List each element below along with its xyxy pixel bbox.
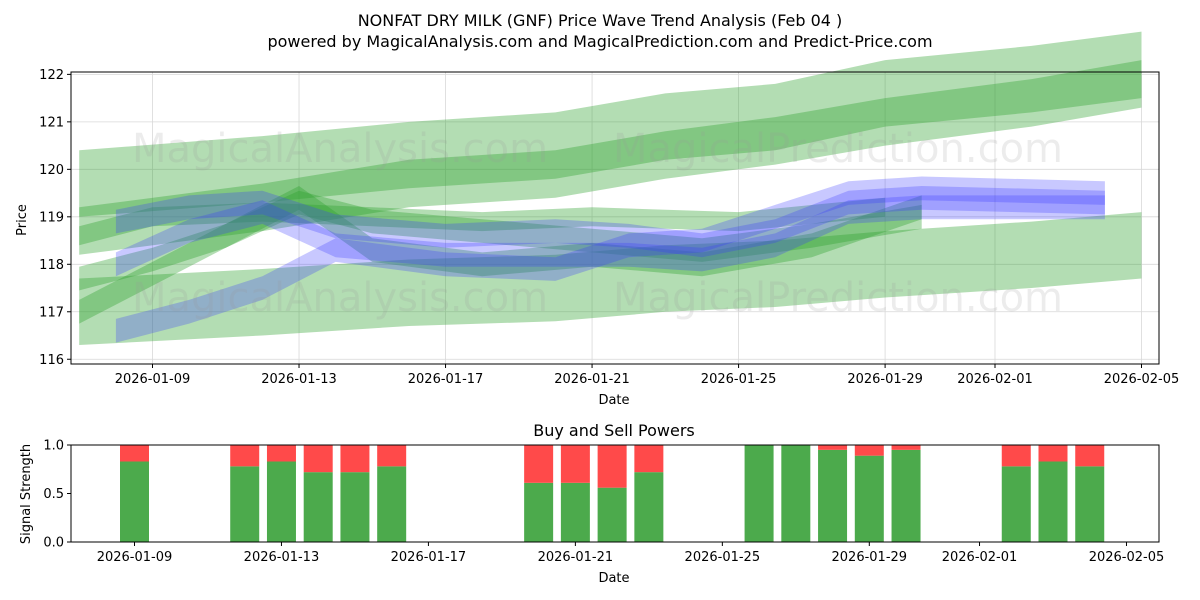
sell-bar-2026-01-15 [340, 445, 370, 473]
price-x-tick-label-2: 2026-01-17 [408, 372, 484, 387]
signal-plot: Buy and Sell Powers 0.0 0.5 1.0 2026-01-09… [19, 421, 1164, 586]
sell-bar-2026-01-28 [818, 445, 848, 450]
buy-bar-2026-02-04 [1075, 466, 1105, 542]
price-y-tick-label-4: 120 [39, 163, 64, 178]
price-x-ticks: 2026-01-09 2026-01-13 2026-01-17 2026-01-21… [115, 364, 1180, 387]
price-x-tick-label-0: 2026-01-09 [115, 372, 191, 387]
buy-bar-2026-01-14 [303, 472, 333, 542]
buy-bar-2026-01-13 [266, 461, 296, 542]
watermark-prediction-mid: MagicalPrediction.com [613, 275, 1063, 321]
sell-bar-2026-01-30 [891, 445, 921, 450]
price-x-tick-label-1: 2026-01-13 [261, 372, 337, 387]
price-y-tick-label-5: 121 [39, 115, 64, 130]
buy-bar-2026-01-23 [634, 472, 664, 542]
band-green-band-lower [79, 212, 1142, 345]
sell-bar-2026-01-21 [560, 445, 590, 483]
signal-x-label: Date [598, 571, 629, 586]
price-y-tick-label-0: 116 [39, 353, 64, 368]
sell-bar-2026-02-03 [1038, 445, 1068, 462]
price-x-tick-label-5: 2026-01-29 [847, 372, 923, 387]
band-blue-wave-1 [115, 176, 1105, 343]
buy-bar-2026-01-22 [597, 487, 627, 542]
signal-title: Buy and Sell Powers [533, 421, 695, 440]
price-y-tick-label-6: 122 [39, 68, 64, 83]
signal-x-tick-label-2: 2026-01-17 [391, 550, 467, 565]
sell-bar-2026-02-02 [1001, 445, 1031, 467]
buy-bar-2026-02-03 [1038, 461, 1068, 542]
signal-x-ticks: 2026-01-09 2026-01-13 2026-01-17 2026-01-21… [97, 542, 1165, 565]
price-y-tick-label-1: 117 [39, 305, 64, 320]
buy-bar-2026-01-15 [340, 472, 370, 542]
price-y-tick-label-3: 119 [39, 210, 64, 225]
signal-y-label: Signal Strength [19, 444, 34, 544]
price-x-label: Date [598, 393, 629, 408]
main-subtitle: powered by MagicalAnalysis.com and Magic… [267, 32, 932, 51]
price-x-tick-label-7: 2026-02-05 [1104, 372, 1180, 387]
price-plot: MagicalAnalysis.com MagicalPrediction.co… [15, 31, 1180, 408]
buy-bar-2026-01-09 [120, 461, 149, 542]
sell-bar-2026-01-22 [597, 445, 627, 488]
sell-bar-2026-02-04 [1075, 445, 1105, 467]
price-bands [79, 31, 1142, 345]
price-y-ticks: 116 117 118 119 120 121 122 [39, 68, 71, 368]
price-y-label: Price [15, 204, 30, 236]
sell-bar-2026-01-16 [377, 445, 407, 467]
signal-y-tick-label-2: 1.0 [43, 439, 64, 454]
watermark-analysis-mid: MagicalAnalysis.com [132, 275, 548, 321]
price-grid [71, 72, 1159, 364]
buy-bar-2026-01-30 [891, 449, 921, 542]
signal-y-tick-label-1: 0.5 [43, 487, 64, 502]
signal-x-tick-label-7: 2026-02-05 [1089, 550, 1165, 565]
sell-bar-2026-01-13 [266, 445, 296, 462]
band-green-band-upper [79, 31, 1142, 217]
buy-bar-2026-01-29 [854, 455, 884, 542]
signal-x-tick-label-1: 2026-01-13 [244, 550, 320, 565]
band-green-wave-1 [79, 190, 922, 291]
band-green-band-main [79, 60, 1142, 255]
buy-bar-2026-01-27 [781, 445, 811, 542]
price-plot-frame [70, 71, 1160, 365]
signal-y-ticks: 0.0 0.5 1.0 [43, 439, 71, 551]
band-green-wave-3 [79, 197, 886, 246]
sell-bar-2026-01-12 [230, 445, 260, 467]
signal-x-tick-label-5: 2026-01-29 [832, 550, 908, 565]
buy-bar-2026-01-12 [230, 466, 260, 542]
buy-bar-2026-01-16 [377, 466, 407, 542]
signal-y-tick-label-0: 0.0 [43, 536, 64, 551]
price-x-tick-label-6: 2026-02-01 [957, 372, 1033, 387]
buy-bar-2026-01-28 [818, 449, 848, 542]
watermark-prediction-top: MagicalPrediction.com [613, 126, 1063, 172]
price-x-tick-label-4: 2026-01-25 [701, 372, 777, 387]
buy-bar-2026-02-02 [1001, 466, 1031, 542]
buy-bar-2026-01-21 [560, 482, 590, 542]
sell-bar-2026-01-23 [634, 445, 664, 473]
price-x-tick-label-3: 2026-01-21 [554, 372, 630, 387]
signal-x-tick-label-6: 2026-02-01 [942, 550, 1018, 565]
buy-bar-2026-01-20 [524, 482, 554, 542]
band-blue-wave-3 [115, 195, 1105, 277]
sell-bar-2026-01-14 [303, 445, 333, 473]
price-y-tick-label-2: 118 [39, 258, 64, 273]
signal-x-tick-label-4: 2026-01-25 [685, 550, 761, 565]
sell-bar-2026-01-29 [854, 445, 884, 456]
main-title: NONFAT DRY MILK (GNF) Price Wave Trend A… [358, 11, 843, 30]
signal-bars [120, 445, 1105, 542]
band-green-wave-2 [79, 186, 922, 324]
sell-bar-2026-01-20 [524, 445, 554, 483]
signal-x-tick-label-3: 2026-01-21 [538, 550, 614, 565]
buy-bar-2026-01-26 [744, 445, 774, 542]
band-blue-wave-2 [115, 186, 1105, 258]
signal-x-tick-label-0: 2026-01-09 [97, 550, 173, 565]
watermark-analysis-top: MagicalAnalysis.com [132, 126, 548, 172]
sell-bar-2026-01-09 [120, 445, 149, 462]
